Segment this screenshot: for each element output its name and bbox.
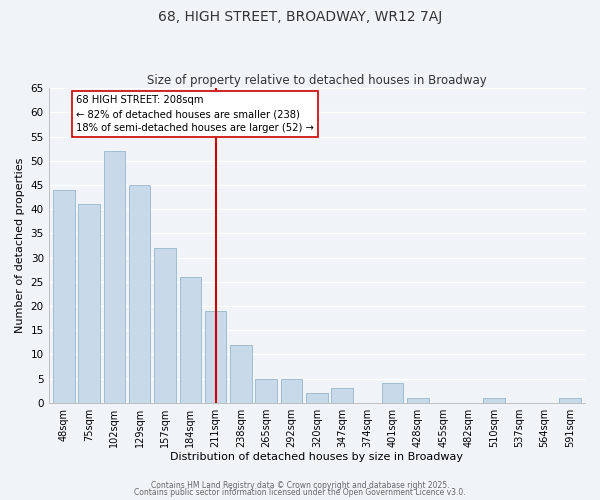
Bar <box>230 344 251 403</box>
Bar <box>331 388 353 402</box>
Title: Size of property relative to detached houses in Broadway: Size of property relative to detached ho… <box>147 74 487 87</box>
Bar <box>306 393 328 402</box>
Text: 68, HIGH STREET, BROADWAY, WR12 7AJ: 68, HIGH STREET, BROADWAY, WR12 7AJ <box>158 10 442 24</box>
Bar <box>281 378 302 402</box>
Bar <box>256 378 277 402</box>
Y-axis label: Number of detached properties: Number of detached properties <box>15 158 25 333</box>
X-axis label: Distribution of detached houses by size in Broadway: Distribution of detached houses by size … <box>170 452 463 462</box>
Bar <box>407 398 429 402</box>
Bar <box>179 277 201 402</box>
Bar <box>104 151 125 403</box>
Text: 68 HIGH STREET: 208sqm
← 82% of detached houses are smaller (238)
18% of semi-de: 68 HIGH STREET: 208sqm ← 82% of detached… <box>76 96 314 134</box>
Bar <box>129 185 151 402</box>
Bar <box>559 398 581 402</box>
Bar <box>205 311 226 402</box>
Text: Contains public sector information licensed under the Open Government Licence v3: Contains public sector information licen… <box>134 488 466 497</box>
Bar <box>53 190 74 402</box>
Bar <box>154 248 176 402</box>
Bar <box>483 398 505 402</box>
Bar <box>382 384 403 402</box>
Bar <box>79 204 100 402</box>
Text: Contains HM Land Registry data © Crown copyright and database right 2025.: Contains HM Land Registry data © Crown c… <box>151 480 449 490</box>
